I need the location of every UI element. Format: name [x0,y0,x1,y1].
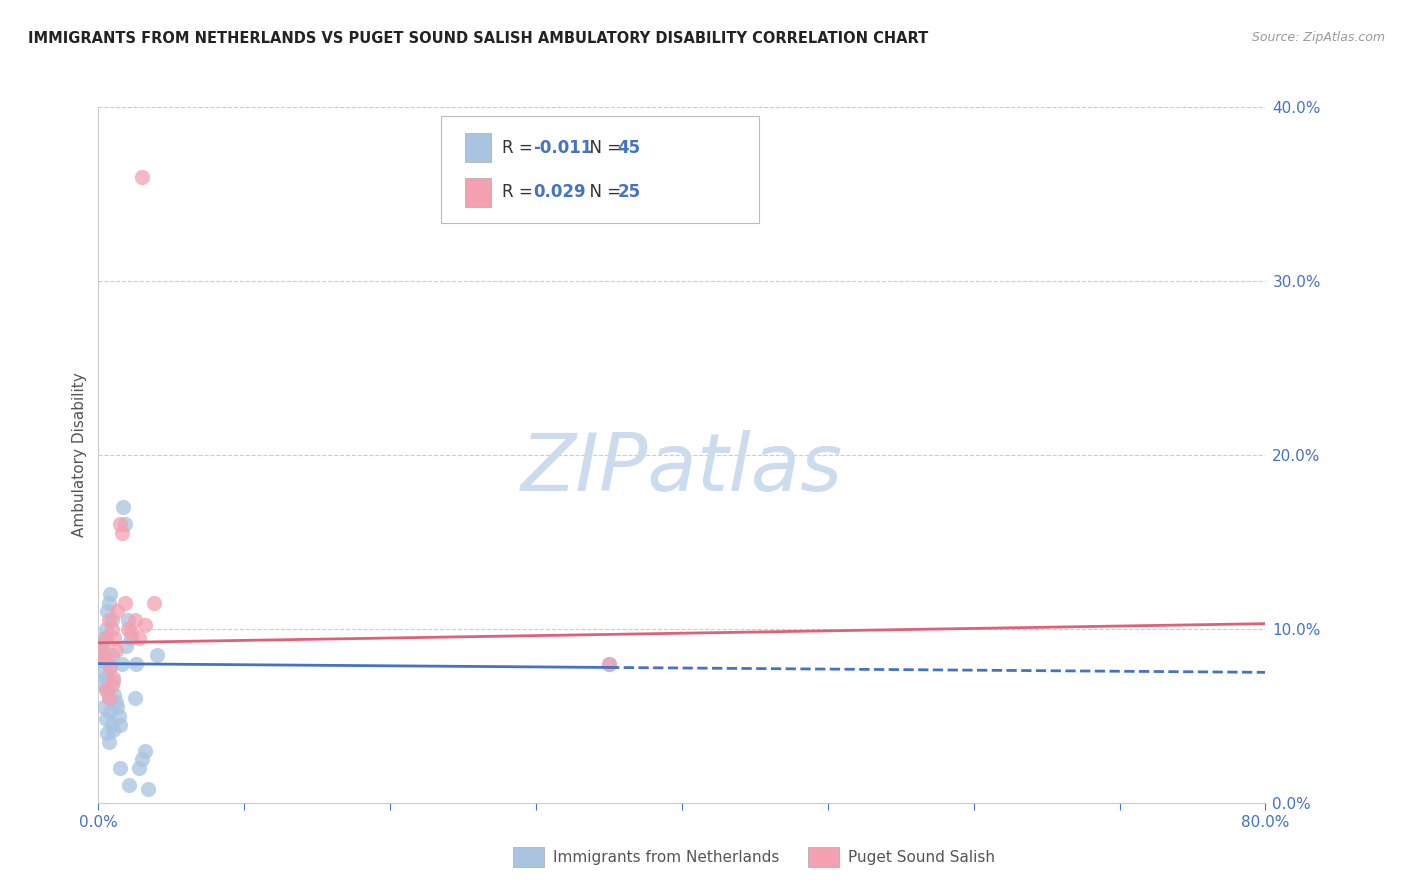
Point [104,642,127,657]
Point [94,671,117,685]
Point [91,636,114,650]
Point [111,657,134,671]
Point [120,631,142,645]
Point [114,517,136,532]
Point [598,657,620,671]
Point [94,712,117,726]
Point [91,648,114,662]
Point [131,169,153,184]
Point [110,761,132,775]
Text: R =: R = [502,184,538,202]
Point [94,631,117,645]
Y-axis label: Ambulatory Disability: Ambulatory Disability [72,373,87,537]
Point [104,695,127,709]
Text: R =: R = [502,138,538,157]
Point [100,648,122,662]
Text: IMMIGRANTS FROM NETHERLANDS VS PUGET SOUND SALISH AMBULATORY DISABILITY CORRELAT: IMMIGRANTS FROM NETHERLANDS VS PUGET SOU… [28,31,928,46]
Point [112,500,135,514]
Point [146,648,169,662]
Point [110,717,132,731]
Text: Puget Sound Salish: Puget Sound Salish [848,850,995,864]
Point [142,596,165,610]
Point [117,622,139,636]
Point [97,596,120,610]
Text: 25: 25 [617,184,640,202]
Point [108,708,131,723]
Point [101,671,124,685]
Text: N =: N = [579,138,627,157]
Point [105,605,128,619]
Point [100,622,122,636]
Text: ZIPatlas: ZIPatlas [520,430,844,508]
Point [114,596,136,610]
Point [100,613,122,627]
Point [94,682,117,697]
Point [125,657,148,671]
Point [110,517,132,532]
Point [97,691,120,706]
Point [96,726,118,740]
Point [93,700,115,714]
Point [115,639,138,653]
Point [598,657,620,671]
Point [101,674,124,689]
Point [94,622,117,636]
Text: 45: 45 [617,138,640,157]
Text: -0.011: -0.011 [533,138,592,157]
Point [124,691,146,706]
Point [93,677,115,691]
Point [96,682,118,697]
Point [117,613,139,627]
Point [98,587,121,601]
Point [96,653,118,667]
Text: Source: ZipAtlas.com: Source: ZipAtlas.com [1251,31,1385,45]
Point [124,613,146,627]
Point [98,660,121,674]
Point [97,691,120,706]
Point [103,631,125,645]
Point [90,642,112,657]
Text: N =: N = [579,184,627,202]
Point [98,706,121,720]
Point [100,717,122,731]
Point [103,688,125,702]
Point [97,613,120,627]
Point [100,677,122,691]
Point [136,781,159,796]
Point [131,752,153,766]
Point [98,660,121,674]
Point [101,723,124,737]
Point [134,744,156,758]
Point [128,761,150,775]
Point [90,653,112,667]
Point [91,665,114,680]
Point [111,526,134,541]
Text: Immigrants from Netherlands: Immigrants from Netherlands [553,850,779,864]
Point [120,625,142,640]
Point [93,631,115,645]
Point [96,605,118,619]
Point [90,639,112,653]
Point [105,700,128,714]
Point [118,778,141,793]
Point [97,735,120,749]
Text: 0.029: 0.029 [533,184,585,202]
Point [134,618,156,632]
Point [128,631,150,645]
